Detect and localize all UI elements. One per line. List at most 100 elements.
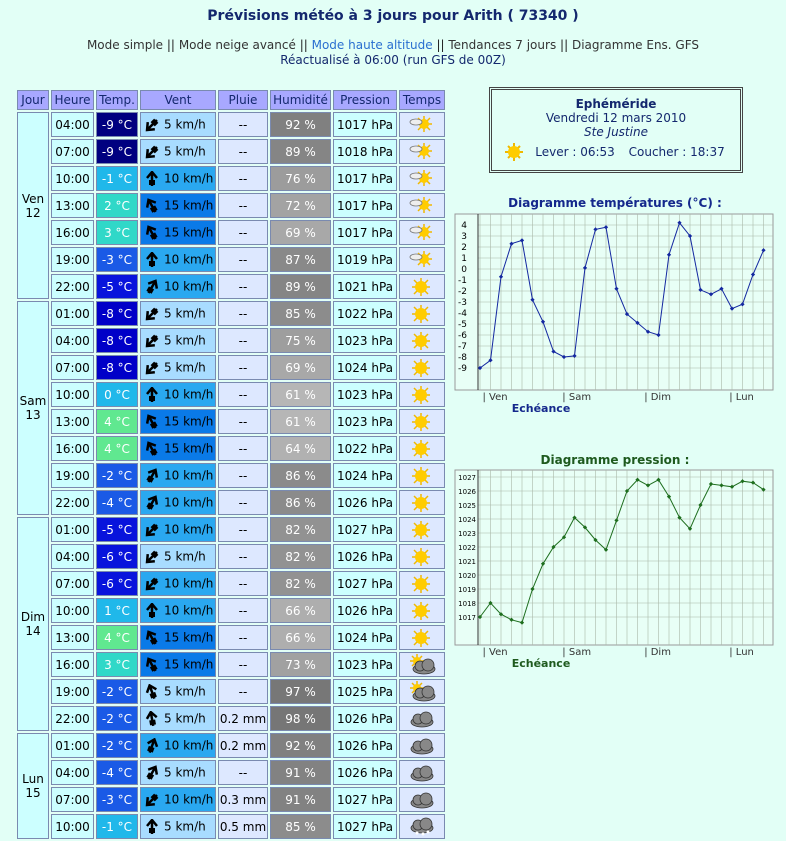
column-header: Pression [333,90,397,110]
weather-icon [412,574,430,593]
hour-cell: 22:00 [51,274,94,299]
data-point [540,319,546,324]
pressure-cell: 1022 hPa [333,301,397,326]
hour-cell: 22:00 [51,490,94,515]
data-point [719,286,724,291]
wind-arrow [145,440,158,456]
hour-cell: 16:00 [51,436,94,461]
y-tick-label: 1027 [458,474,476,482]
rain-cell: -- [218,274,268,299]
table-body: Ven 12 04:00 -9 °C 5 km/h -- 92 % 1017 hPa 07:00… [17,112,445,839]
rain-cell: -- [218,571,268,596]
wind-cell: 10 km/h [140,247,216,272]
sky-cell [399,679,445,704]
hour-cell: 10:00 [51,598,94,623]
y-tick-label: 1024 [458,516,476,524]
day-label: | Dim [644,392,671,403]
nav-separator: || [299,38,308,52]
wind-speed: 15 km/h [164,198,214,212]
rain-cell: -- [218,436,268,461]
temp-cell: 2 °C [96,193,138,218]
table-row: 07:00 -9 °C 5 km/h -- 89 % 1018 hPa [17,139,445,164]
wind-cell: 15 km/h [140,193,216,218]
wind-cell: 10 km/h [140,598,216,623]
humidity-cell: 85 % [270,301,331,326]
table-row: Lun 15 01:00 -2 °C 10 km/h 0.2 mm 92 % 1026 hPa [17,733,445,839]
y-tick-label: -9 [458,364,467,374]
sky-cell [399,598,445,623]
hour-cell: 16:00 [51,652,94,677]
sky-cell [399,706,445,731]
temp-cell: 3 °C [96,652,138,677]
day-name: Ven [21,191,45,206]
sky-cell [399,193,445,218]
day-date: 13 [25,408,41,422]
wind-speed: 5 km/h [164,117,206,131]
humidity-cell: 61 % [270,409,331,434]
pressure-cell: 1018 hPa [333,139,397,164]
hour-cell: 19:00 [51,247,94,272]
wind-arrow [145,656,158,672]
weather-icon [412,520,430,539]
sunrise: Lever : 06:53 [535,145,615,159]
day-cell: Ven 12 [17,112,49,299]
temp-cell: -2 °C [96,463,138,488]
wind-cell: 10 km/h [140,382,216,407]
table-row: 04:00 -8 °C 5 km/h -- 75 % 1023 hPa [17,328,445,353]
rain-cell: -- [218,166,268,191]
nav-link[interactable]: Diagramme Ens. GFS [571,38,700,52]
data-point [719,483,724,488]
temp-cell: -3 °C [96,787,138,812]
pressure-cell: 1027 hPa [333,787,397,812]
weather-icon [412,601,430,620]
nav-link[interactable]: Mode haute altitude [311,38,433,52]
day-label: | Lun [729,392,754,403]
wind-cell: 10 km/h [140,517,216,542]
wind-arrow [145,224,158,240]
pressure-cell: 1026 hPa [333,706,397,731]
temp-cell: -8 °C [96,301,138,326]
temp-cell: -2 °C [96,706,138,731]
wind-cell: 15 km/h [140,436,216,461]
wind-speed: 5 km/h [164,549,206,563]
nav-link[interactable]: Mode simple [86,38,164,52]
temp-cell: -4 °C [96,490,138,515]
rain-cell: -- [218,328,268,353]
table-row: 13:00 4 °C 15 km/h -- 66 % 1024 hPa [17,625,445,650]
temp-cell: -2 °C [96,733,138,758]
page: Prévisions météo à 3 jours pour Arith ( … [17,8,774,839]
humidity-cell: 82 % [270,544,331,569]
weather-icon [409,223,432,240]
chart-title: Diagramme pression : [541,453,690,467]
y-tick-label: 1019 [458,586,476,594]
column-header: Heure [51,90,94,110]
y-tick-label: -6 [458,331,467,341]
pressure-cell: 1024 hPa [333,463,397,488]
column-header: Humidité [270,90,331,110]
wind-arrow [145,550,159,563]
weather-icon [410,817,434,835]
rain-cell: -- [218,517,268,542]
humidity-cell: 82 % [270,517,331,542]
wind-speed: 10 km/h [164,468,214,482]
sky-cell [399,490,445,515]
sky-cell [399,733,445,758]
temp-cell: -5 °C [96,517,138,542]
sky-cell [399,355,445,380]
humidity-cell: 75 % [270,328,331,353]
pressure-cell: 1019 hPa [333,247,397,272]
wind-arrow [145,334,159,347]
pressure-cell: 1026 hPa [333,598,397,623]
hour-cell: 10:00 [51,166,94,191]
wind-speed: 10 km/h [164,279,214,293]
column-header: Jour [17,90,49,110]
wind-arrow [145,793,159,806]
sky-cell [399,112,445,137]
wind-arrow [145,577,159,590]
nav-link[interactable]: Mode neige avancé [178,38,296,52]
sky-cell [399,625,445,650]
forecast-table: Jour Heure Temp. Vent Pluie Humidité Pression T… [15,88,447,841]
nav-link[interactable]: Tendances 7 jours [448,38,557,52]
table-row: 22:00 -5 °C 10 km/h -- 89 % 1021 hPa [17,274,445,299]
rain-cell: -- [218,463,268,488]
